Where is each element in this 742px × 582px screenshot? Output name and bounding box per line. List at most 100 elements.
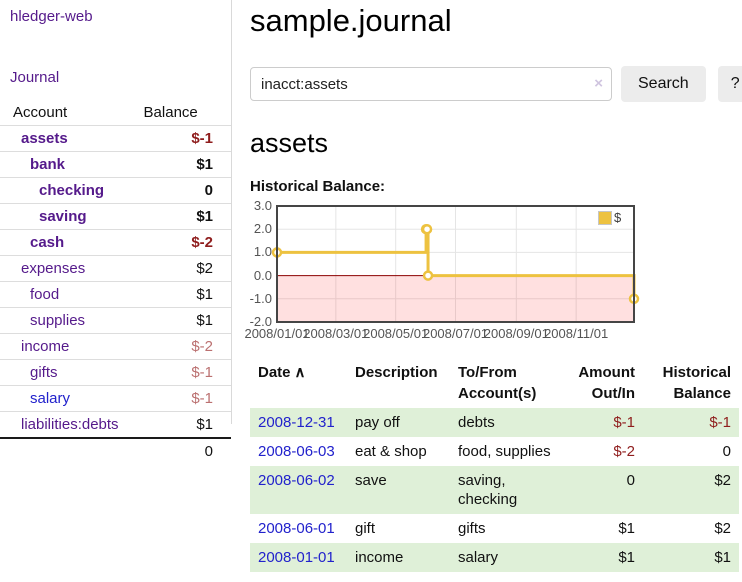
account-link-income[interactable]: income (21, 338, 70, 355)
account-row: saving $1 (0, 203, 231, 230)
register-description: eat & shop (355, 443, 427, 460)
account-link-food[interactable]: food (30, 286, 60, 303)
account-balance: $1 (196, 312, 213, 329)
register-header-balance: Historical Balance (662, 364, 731, 402)
register-body: 2008-12-31 pay off debts $-1 $-1 2008-06-03 ea… (250, 408, 739, 572)
account-link-gifts[interactable]: gifts (30, 364, 58, 381)
account-balance: $1 (196, 208, 213, 225)
legend-swatch-icon (598, 210, 612, 225)
register-row: 2008-06-02 save saving, checking 0 $2 (250, 466, 739, 514)
account-link-assets[interactable]: assets (21, 130, 68, 147)
register-date-link[interactable]: 2008-01-01 (258, 549, 335, 566)
register-accounts: food, supplies (458, 443, 551, 460)
register-balance: 0 (722, 443, 731, 460)
brand-link[interactable]: hledger-web (10, 8, 93, 25)
register-header-amount: Amount Out/In (578, 364, 635, 402)
x-tick-label: 2008/07/01 (422, 326, 489, 341)
search-input[interactable] (250, 67, 612, 101)
account-row: liabilities:debts $1 (0, 411, 231, 438)
search-button[interactable]: Search (621, 66, 706, 102)
chart-canvas (271, 205, 640, 323)
account-link-saving[interactable]: saving (39, 208, 87, 225)
register-row: 2008-06-01 gift gifts $1 $2 (250, 514, 739, 543)
register-row: 2008-06-03 eat & shop food, supplies $-2 0 (250, 437, 739, 466)
register-table: Date ∧ Description To/From Account(s) Amo… (250, 360, 739, 572)
account-row: bank $1 (0, 151, 231, 178)
account-link-expenses[interactable]: expenses (21, 260, 86, 277)
chart-label: Historical Balance: (250, 178, 386, 195)
register-amount: $1 (618, 549, 635, 566)
account-row: assets $-1 (0, 125, 231, 152)
account-balance: $-1 (191, 130, 213, 147)
account-row: checking 0 (0, 177, 231, 204)
register-accounts: debts (458, 414, 495, 431)
register-description: pay off (355, 414, 400, 431)
register-amount: $-1 (613, 414, 635, 431)
help-button[interactable]: ? (717, 66, 742, 102)
accounts-header-row: Account Balance (0, 100, 231, 126)
accounts-header-account: Account (13, 104, 68, 121)
main-content: sample.journal × Search ? assets Histori… (244, 0, 742, 572)
account-title: assets (250, 128, 329, 158)
accounts-table: Account Balance assets $-1 bank $1 checking 0… (0, 100, 231, 464)
account-link-cash[interactable]: cash (30, 234, 65, 251)
register-description: income (355, 549, 404, 566)
chart-legend: $ (598, 210, 621, 225)
account-row: cash $-2 (0, 229, 231, 256)
y-tick-label: 3.0 (253, 198, 272, 213)
account-row: food $1 (0, 281, 231, 308)
accounts-header-balance: Balance (143, 104, 198, 121)
account-row: income $-2 (0, 333, 231, 360)
register-header-accounts: To/From Account(s) (458, 364, 537, 402)
account-row: expenses $2 (0, 255, 231, 282)
legend-label: $ (614, 210, 622, 225)
account-balance: $-2 (191, 234, 213, 251)
accounts-total-value: 0 (143, 437, 231, 464)
account-link-checking[interactable]: checking (39, 182, 105, 199)
page-title: sample.journal (250, 3, 452, 38)
y-tick-label: -1.0 (249, 290, 272, 306)
register-description: gift (355, 520, 376, 537)
nav-journal-link[interactable]: Journal (10, 69, 60, 86)
register-date-link[interactable]: 2008-06-02 (258, 472, 335, 489)
register-amount: $-2 (613, 443, 635, 460)
register-header-date: Date ∧ (258, 364, 306, 381)
account-row: supplies $1 (0, 307, 231, 334)
register-date-link[interactable]: 2008-06-03 (258, 443, 335, 460)
y-tick-label: 2.0 (253, 221, 272, 237)
register-balance: $2 (714, 472, 731, 489)
accounts-body: assets $-1 bank $1 checking 0 saving $1 cash $-2 e… (0, 125, 231, 438)
sort-ascending-icon: ∧ (294, 364, 306, 381)
register-date-link[interactable]: 2008-06-01 (258, 520, 335, 537)
sidebar: hledger-web Journal Account Balance asse… (0, 0, 232, 464)
register-row: 2008-01-01 income salary $1 $1 (250, 543, 739, 572)
x-tick-label: 2008/01/01 (244, 326, 310, 341)
account-link-supplies[interactable]: supplies (30, 312, 86, 329)
register-date-link[interactable]: 2008-12-31 (258, 414, 335, 431)
register-description: save (355, 472, 387, 489)
search-bar: × Search ? (250, 66, 742, 102)
register-accounts: gifts (458, 520, 486, 537)
register-balance: $1 (714, 549, 731, 566)
x-tick-label: 2008/09/01 (483, 326, 549, 341)
account-link-liabilities-debts[interactable]: liabilities:debts (21, 416, 119, 433)
account-row: gifts $-1 (0, 359, 231, 386)
clear-search-icon[interactable]: × (594, 75, 603, 92)
account-balance: 0 (204, 182, 213, 199)
account-link-bank[interactable]: bank (30, 156, 66, 173)
x-tick-label: 2008/11/01 (544, 326, 609, 341)
register-amount: $1 (618, 520, 635, 537)
register-balance: $2 (714, 520, 731, 537)
y-tick-label: 1.0 (253, 244, 272, 260)
historical-balance-chart: $ 3.0 2.0 1.0 0.0 -1.0 -2.0 2008/01/01 2008/03/… (244, 199, 645, 344)
account-balance: $1 (196, 416, 213, 433)
register-balance: $-1 (709, 414, 731, 431)
register-accounts: saving, checking (458, 472, 518, 508)
account-balance: $-1 (191, 364, 213, 381)
account-balance: $2 (196, 260, 213, 277)
account-link-salary[interactable]: salary (30, 390, 71, 407)
y-tick-label: -2.0 (249, 314, 272, 329)
register-header-row: Date ∧ Description To/From Account(s) Amo… (250, 360, 739, 408)
x-tick-label: 2008/03/01 (303, 326, 369, 341)
account-balance: $1 (196, 286, 213, 303)
